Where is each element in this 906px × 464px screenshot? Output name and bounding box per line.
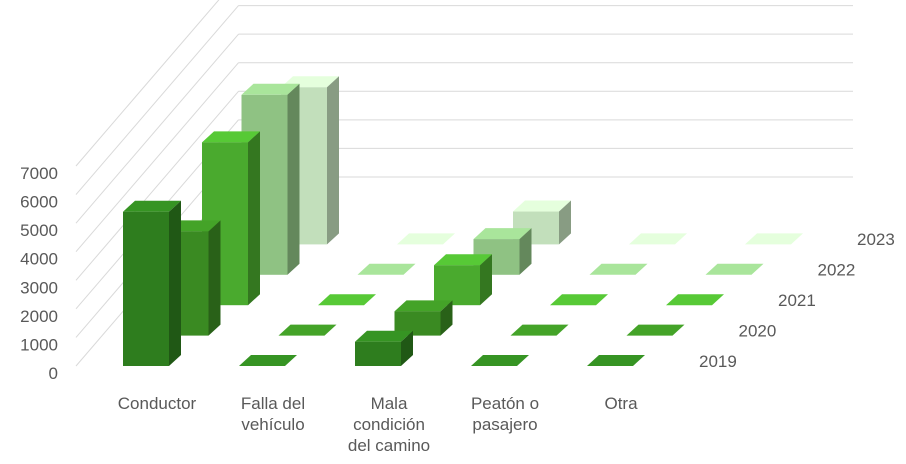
y-axis-ticks: 0 1000 2000 3000 4000 5000 6000 7000 — [20, 164, 58, 383]
bar-top — [239, 355, 297, 366]
gridline-diagonal — [75, 0, 220, 167]
bar-top — [550, 294, 608, 306]
series-label: 2022 — [818, 261, 856, 280]
bar-2021-4 — [666, 294, 724, 306]
bar-2019-1 — [239, 355, 297, 366]
gridlines — [75, 0, 853, 367]
bar-top — [123, 200, 181, 212]
bar-side — [169, 200, 181, 366]
category-label: Falla del vehículo — [241, 394, 305, 434]
bar-2019-0 — [123, 200, 181, 366]
bar-side — [519, 228, 532, 275]
bar-2021-2 — [434, 254, 492, 306]
category-label: Conductor — [118, 394, 197, 413]
bar-top — [629, 233, 687, 245]
series-label: 2020 — [739, 322, 777, 341]
bar-2020-1 — [278, 324, 337, 336]
bar-top — [241, 83, 300, 95]
bar-side — [208, 220, 221, 336]
bar-top — [626, 324, 685, 336]
gridline-diagonal — [75, 90, 239, 281]
gridline-diagonal — [75, 33, 239, 224]
bar-side — [559, 200, 571, 245]
bar-front — [355, 341, 401, 366]
bar-2020-3 — [510, 324, 569, 336]
category-label: Peatón o pasajero — [471, 394, 539, 434]
bar-2019-2 — [355, 330, 413, 366]
bar-2021-3 — [550, 294, 608, 306]
category-label: Otra — [604, 394, 638, 413]
bar-side — [401, 330, 413, 366]
bar-2023-4 — [745, 233, 803, 245]
bar-2023-3 — [629, 233, 687, 245]
series-label: 2021 — [778, 291, 816, 310]
bar-top — [357, 263, 416, 275]
y-tick-label: 1000 — [20, 335, 58, 354]
y-tick-label: 2000 — [20, 307, 58, 326]
bar-side — [440, 300, 453, 336]
bar-front — [123, 211, 169, 366]
bar-top — [705, 263, 764, 275]
bar-2019-4 — [587, 355, 645, 366]
bar-top — [473, 228, 532, 240]
bar-2021-1 — [318, 294, 376, 306]
series-label: 2019 — [699, 352, 737, 371]
gridline-diagonal — [75, 5, 239, 195]
category-label: Mala condición del camino — [348, 394, 430, 455]
bar-side — [480, 254, 492, 306]
bar-top — [394, 300, 453, 312]
y-tick-label: 6000 — [20, 193, 58, 212]
bar-top — [434, 254, 492, 266]
bar-side — [327, 76, 339, 245]
bar-side — [248, 131, 260, 306]
bar-2023-2 — [513, 200, 571, 245]
bar-2022-3 — [589, 263, 648, 275]
bar-top — [278, 324, 337, 336]
bars — [123, 76, 803, 366]
y-tick-label: 5000 — [20, 221, 58, 240]
bar-top — [510, 324, 569, 336]
bar-top — [471, 355, 529, 366]
bar-top — [513, 200, 571, 212]
bar-top — [202, 131, 260, 143]
bar-front — [434, 265, 480, 306]
bar-2023-1 — [397, 233, 455, 245]
bar-2022-4 — [705, 263, 764, 275]
bar-top — [587, 355, 645, 366]
bar-top — [745, 233, 803, 245]
bar-top — [318, 294, 376, 306]
bar-2020-4 — [626, 324, 685, 336]
bar-2020-2 — [394, 300, 453, 336]
bar-2022-1 — [357, 263, 416, 275]
y-tick-label: 4000 — [20, 250, 58, 269]
gridline-diagonal — [75, 62, 239, 253]
bar-top — [589, 263, 648, 275]
bar-side — [287, 83, 300, 275]
y-tick-label: 3000 — [20, 278, 58, 297]
y-tick-label: 0 — [49, 364, 58, 383]
category-labels: Conductor Falla del vehículo Mala condición d… — [118, 394, 638, 455]
bar-2019-3 — [471, 355, 529, 366]
bar-top — [355, 330, 413, 342]
y-tick-label: 7000 — [20, 164, 58, 183]
bar-top — [666, 294, 724, 306]
series-label: 2023 — [857, 230, 895, 249]
bar-top — [397, 233, 455, 245]
